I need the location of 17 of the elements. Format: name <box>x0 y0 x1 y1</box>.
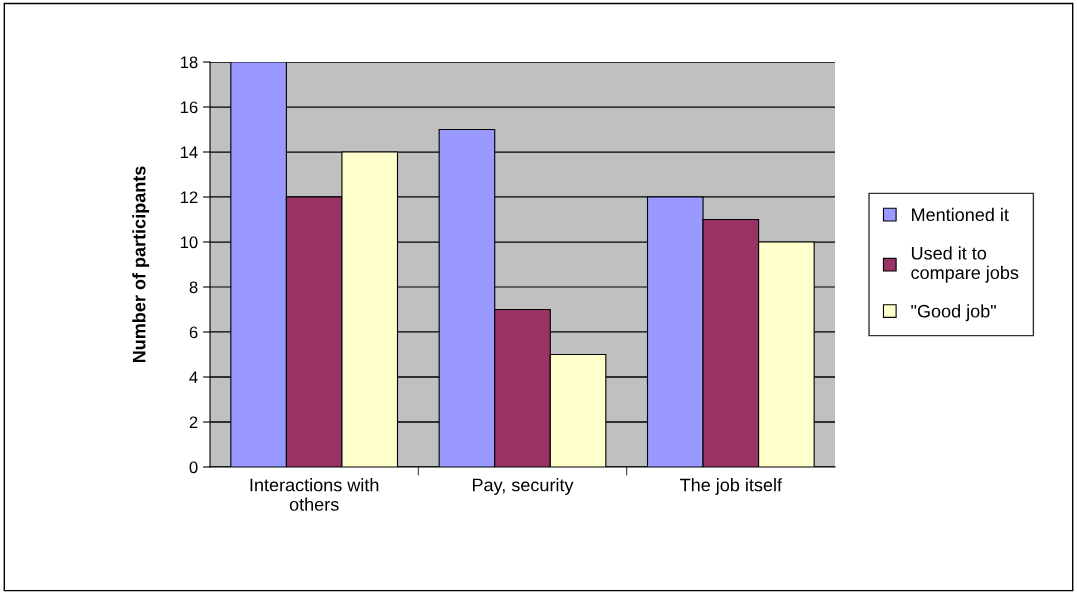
y-tick-label: 8 <box>189 281 198 294</box>
x-tick-label: The job itself <box>680 478 783 495</box>
y-tick-label: 16 <box>180 101 198 114</box>
y-tick-label: 4 <box>189 371 198 384</box>
y-axis-title: Number of participants <box>132 166 150 363</box>
y-tick-label: 0 <box>189 461 198 474</box>
legend-label: Used it to compare jobs <box>911 246 1019 283</box>
y-tick-label: 12 <box>180 191 198 204</box>
x-tick-label: Pay, security <box>472 478 574 495</box>
legend-label: "Good job" <box>911 304 996 322</box>
y-tick-label: 18 <box>180 56 198 69</box>
y-tick-label: 14 <box>180 146 198 159</box>
y-tick-label: 2 <box>189 416 198 429</box>
x-tick-label: Interactions with others <box>250 478 379 511</box>
y-tick-label: 10 <box>180 236 198 249</box>
y-tick-label: 6 <box>189 326 198 339</box>
legend-label: Mentioned it <box>912 207 1009 222</box>
